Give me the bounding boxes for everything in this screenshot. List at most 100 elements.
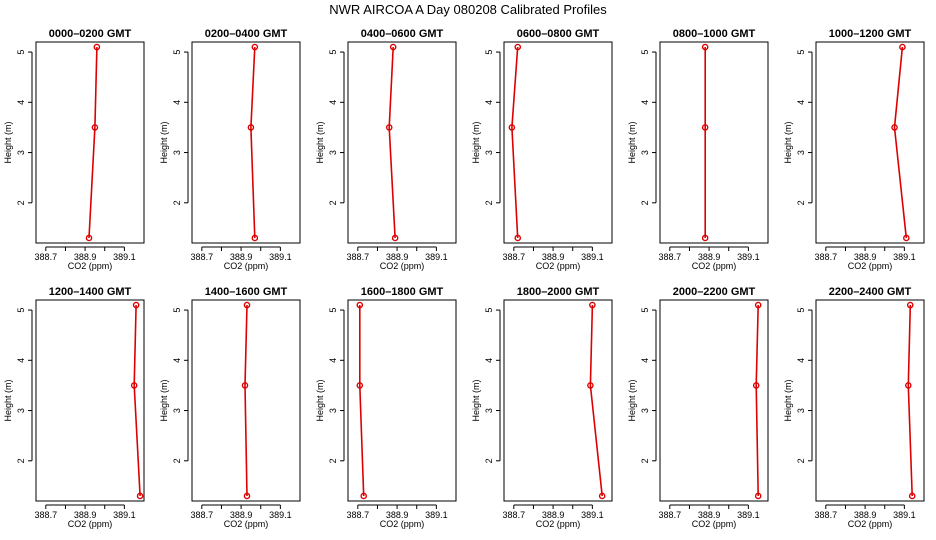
y-axis-title: Height (m): [471, 121, 481, 163]
y-tick-label: 4: [640, 100, 650, 105]
plot-frame: [35, 41, 145, 244]
x-tick-label: 388.7: [191, 510, 214, 520]
y-tick-label: 5: [16, 308, 26, 313]
data-point: [514, 43, 522, 51]
x-axis-title: CO2 (ppm): [692, 519, 737, 529]
x-tick-label: 388.9: [542, 252, 565, 262]
panel-title: 0600–0800 GMT: [517, 28, 600, 40]
y-tick-label: 5: [796, 50, 806, 55]
y-tick-label: 2: [640, 200, 650, 205]
data-point: [752, 382, 760, 389]
x-tick-label: 388.9: [854, 252, 877, 262]
profile-line: [511, 46, 519, 239]
data-point: [93, 43, 101, 51]
x-tick-label: 388.9: [386, 510, 409, 520]
data-point: [251, 234, 259, 242]
y-tick-label: 4: [172, 100, 182, 105]
profile-line: [358, 305, 365, 497]
y-tick-label: 3: [16, 150, 26, 155]
y-tick-label: 4: [484, 358, 494, 363]
x-tick-label: 389.1: [581, 510, 604, 520]
x-tick-label: 389.1: [113, 510, 136, 520]
panel-title: 1200–1400 GMT: [49, 286, 132, 298]
plot-frame: [35, 299, 145, 502]
x-tick-label: 389.1: [425, 510, 448, 520]
y-tick-label: 4: [172, 358, 182, 363]
panel-title: 1000–1200 GMT: [829, 28, 912, 40]
y-axis-title: Height (m): [627, 121, 637, 163]
x-tick-label: 388.7: [35, 252, 58, 262]
data-point: [251, 43, 259, 51]
x-axis-title: CO2 (ppm): [380, 261, 425, 271]
data-point: [754, 492, 762, 500]
data-point: [598, 492, 606, 500]
y-tick-label: 5: [484, 308, 494, 313]
plot-frame: [347, 299, 457, 502]
profile-line: [893, 46, 908, 239]
profile-line: [88, 46, 98, 239]
y-tick-label: 4: [796, 358, 806, 363]
y-tick-label: 2: [796, 458, 806, 463]
y-tick-label: 2: [796, 200, 806, 205]
y-tick-label: 2: [484, 200, 494, 205]
y-tick-label: 5: [640, 50, 650, 55]
y-tick-label: 5: [172, 308, 182, 313]
y-tick-label: 3: [484, 150, 494, 155]
x-axis-title: CO2 (ppm): [692, 261, 737, 271]
y-tick-label: 3: [796, 408, 806, 413]
data-point: [356, 382, 364, 389]
panel-title: 0800–1000 GMT: [673, 28, 756, 40]
x-tick-label: 388.7: [347, 252, 370, 262]
x-tick-label: 388.9: [698, 252, 721, 262]
y-axis-title: Height (m): [783, 379, 793, 421]
y-tick-label: 2: [172, 458, 182, 463]
x-tick-label: 388.9: [74, 510, 97, 520]
data-point: [899, 43, 906, 51]
y-tick-label: 3: [328, 408, 338, 413]
data-point: [701, 124, 709, 131]
y-tick-label: 2: [640, 458, 650, 463]
y-tick-label: 5: [172, 50, 182, 55]
data-point: [360, 492, 368, 500]
x-tick-label: 388.7: [503, 252, 526, 262]
plot-frame: [503, 299, 613, 502]
x-axis-title: CO2 (ppm): [848, 519, 893, 529]
plot-frame: [815, 41, 925, 244]
data-point: [391, 234, 399, 242]
data-point: [587, 382, 594, 389]
y-tick-label: 3: [484, 408, 494, 413]
y-tick-label: 5: [796, 308, 806, 313]
y-tick-label: 5: [16, 50, 26, 55]
data-point: [85, 234, 93, 242]
plot-frame: [347, 41, 457, 244]
x-tick-label: 388.7: [347, 510, 370, 520]
panel-title: 0200–0400 GMT: [205, 28, 288, 40]
data-point: [701, 234, 709, 242]
x-axis-title: CO2 (ppm): [848, 261, 893, 271]
data-point: [247, 124, 255, 131]
y-tick-label: 2: [16, 458, 26, 463]
data-point: [906, 301, 914, 309]
y-tick-label: 4: [640, 358, 650, 363]
y-tick-label: 2: [16, 200, 26, 205]
data-point: [589, 301, 596, 309]
profile-line: [250, 46, 256, 239]
x-tick-label: 388.9: [854, 510, 877, 520]
x-tick-label: 389.1: [425, 252, 448, 262]
data-point: [508, 124, 516, 131]
data-point: [356, 301, 364, 309]
x-tick-label: 388.9: [74, 252, 97, 262]
data-point: [891, 124, 898, 131]
profile-line: [589, 304, 603, 497]
data-point: [132, 301, 140, 309]
profile-line: [244, 304, 248, 497]
plot-frame: [815, 299, 925, 502]
y-tick-label: 2: [172, 200, 182, 205]
x-tick-label: 388.9: [542, 510, 565, 520]
